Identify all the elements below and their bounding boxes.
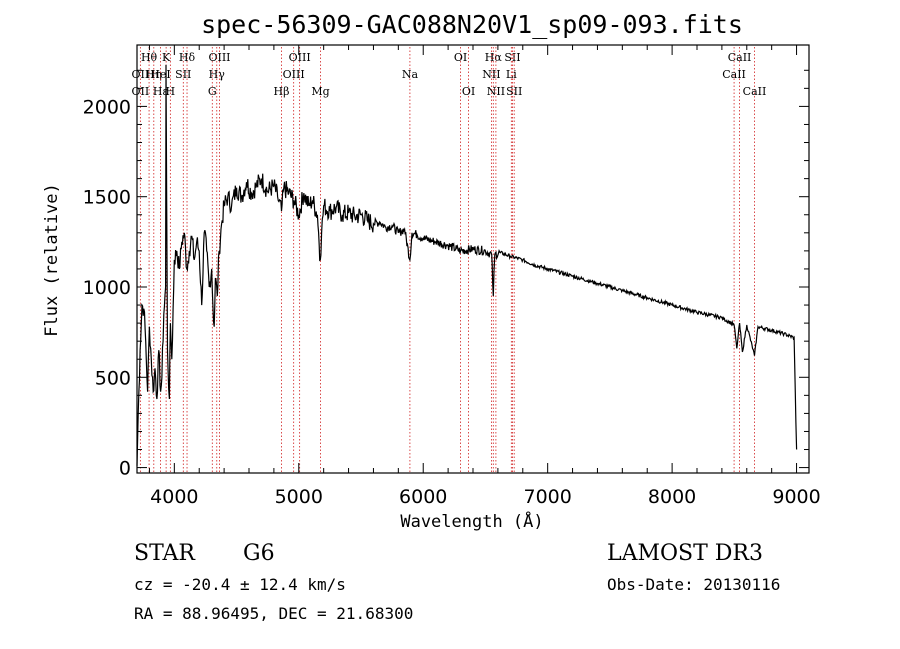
line-marker-label: Hδ <box>179 51 196 64</box>
x-tick-label: 4000 <box>150 486 198 508</box>
line-marker-label: Hη <box>146 68 162 81</box>
x-tick-label: 5000 <box>275 486 323 508</box>
plot-frame <box>136 44 810 474</box>
line-marker-label: H <box>166 85 176 98</box>
y-tick-label: 500 <box>95 367 131 389</box>
line-marker-label: Hβ <box>274 85 290 98</box>
chart-title: spec-56309-GAC088N20V1_sp09-093.fits <box>201 10 743 39</box>
line-marker-label: Hα <box>485 51 503 64</box>
line-marker-label: OII <box>132 68 150 81</box>
line-marker-label: NII <box>482 68 500 81</box>
line-marker-label: CaII <box>728 51 752 64</box>
y-tick-label: 2000 <box>83 96 131 118</box>
line-marker-label: HeI <box>150 68 170 81</box>
y-tick-label: 1000 <box>83 277 131 299</box>
spectrum-series-line <box>136 64 798 466</box>
line-marker-label: G <box>208 85 217 98</box>
line-marker-label: SII <box>175 68 191 81</box>
x-tick-label: 9000 <box>772 486 820 508</box>
line-marker-label: NII <box>487 85 505 98</box>
x-tick-label: 7000 <box>523 486 571 508</box>
line-marker-label: OII <box>132 85 150 98</box>
redshift-velocity: cz = -20.4 ± 12.4 km/s <box>134 575 346 594</box>
y-tick-label: 1500 <box>83 187 131 209</box>
line-marker-label: OIII <box>289 51 311 64</box>
line-marker-label: CaII <box>722 68 746 81</box>
line-marker-label: OIII <box>283 68 305 81</box>
observation-date: Obs-Date: 20130116 <box>607 575 780 594</box>
object-class: STAR <box>134 541 196 566</box>
y-axis-ticks: 0 500 1000 1500 2000 <box>83 69 809 480</box>
line-marker-label: Hθ <box>141 51 158 64</box>
line-marker-label: OIII <box>208 51 230 64</box>
x-tick-label: 6000 <box>399 486 447 508</box>
line-marker-label: K <box>162 51 171 64</box>
x-axis-ticks: 4000 5000 6000 7000 8000 9000 <box>148 45 821 508</box>
line-marker-label: CaII <box>743 85 767 98</box>
x-axis-label: Wavelength (Å) <box>400 510 543 532</box>
line-marker-label: Mg <box>311 85 329 98</box>
line-marker-label: OI <box>454 51 467 64</box>
line-marker-label: Hγ <box>209 68 226 81</box>
line-marker-label: SII <box>504 51 520 64</box>
line-marker-label: Hε <box>153 85 169 98</box>
line-marker-layer: HθOIIOIIHηHεHeIKHSIIHδGOIIIHγHβOIIIOIIIM… <box>132 47 767 472</box>
survey-release: LAMOST DR3 <box>607 541 763 566</box>
y-tick-label: 0 <box>119 458 131 480</box>
line-marker-label: Na <box>402 68 419 81</box>
line-marker-label: Li <box>506 68 517 81</box>
y-axis-label: Flux (relative) <box>42 183 62 337</box>
line-marker-label: OI <box>462 85 475 98</box>
line-marker-label: SII <box>506 85 522 98</box>
sky-coordinates: RA = 88.96495, DEC = 21.68300 <box>134 604 413 623</box>
object-subclass: G6 <box>243 541 275 566</box>
x-tick-label: 8000 <box>648 486 696 508</box>
